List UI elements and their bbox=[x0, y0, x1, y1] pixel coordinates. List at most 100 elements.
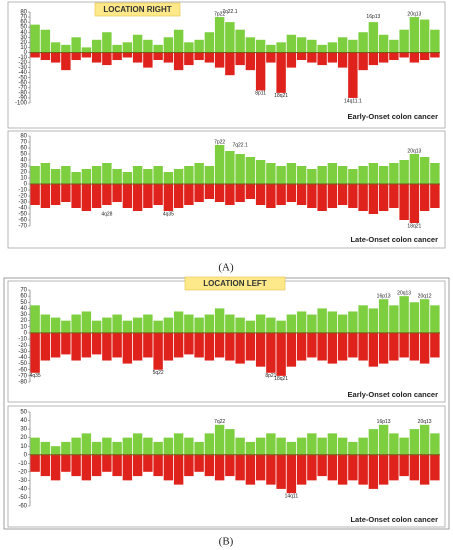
bar bbox=[214, 454, 225, 481]
bar bbox=[61, 332, 71, 355]
bar bbox=[317, 308, 327, 333]
annotation: 7q22 bbox=[214, 419, 225, 425]
bar bbox=[194, 39, 204, 53]
title-box bbox=[94, 2, 181, 17]
bar bbox=[389, 454, 399, 481]
bar bbox=[225, 314, 235, 333]
bar bbox=[204, 433, 215, 455]
bar bbox=[409, 154, 420, 184]
bar bbox=[204, 332, 215, 361]
bar bbox=[276, 332, 286, 376]
bar bbox=[358, 52, 368, 71]
bar bbox=[153, 320, 163, 333]
chart-title: LOCATION LEFT bbox=[203, 279, 267, 288]
bar bbox=[430, 163, 440, 184]
bar bbox=[143, 52, 153, 68]
y-tick-label: 70 bbox=[20, 288, 27, 294]
bar bbox=[317, 166, 327, 184]
bar bbox=[327, 332, 338, 364]
bar bbox=[143, 314, 153, 333]
y-tick-label: 20 bbox=[20, 170, 27, 176]
bar bbox=[225, 52, 235, 76]
bar bbox=[30, 52, 40, 58]
bar bbox=[255, 332, 266, 367]
y-tick-label: 20 bbox=[20, 435, 27, 441]
bar bbox=[266, 163, 276, 184]
bar bbox=[30, 332, 40, 373]
bar bbox=[358, 184, 368, 211]
bar bbox=[317, 184, 327, 211]
figure-label: (A) bbox=[218, 262, 234, 274]
bar bbox=[296, 454, 307, 485]
y-tick-label: 40 bbox=[20, 158, 27, 164]
bar bbox=[245, 320, 256, 333]
bar bbox=[184, 166, 194, 184]
bar bbox=[102, 184, 112, 205]
y-tick-label: 60 bbox=[20, 294, 27, 300]
y-tick-label: -70 bbox=[18, 85, 27, 91]
bar bbox=[307, 454, 317, 481]
bar bbox=[327, 454, 338, 481]
bar bbox=[71, 172, 81, 184]
panel-caption: Late-Onset colon cancer bbox=[350, 235, 438, 244]
bar bbox=[389, 163, 399, 184]
bar bbox=[91, 332, 102, 355]
bar bbox=[255, 454, 266, 481]
bar bbox=[112, 332, 122, 358]
bar bbox=[214, 145, 225, 184]
chart-title: LOCATION RIGHT bbox=[103, 5, 171, 14]
bar bbox=[409, 52, 420, 63]
bar bbox=[235, 154, 245, 184]
bar bbox=[81, 433, 92, 455]
bar bbox=[327, 311, 338, 333]
bar bbox=[358, 32, 368, 53]
bar bbox=[235, 317, 245, 333]
y-tick-label: -50 bbox=[18, 212, 27, 218]
bar bbox=[286, 52, 297, 68]
bar bbox=[337, 52, 348, 68]
bar bbox=[296, 332, 307, 361]
bar bbox=[419, 332, 430, 364]
bar bbox=[102, 163, 112, 184]
bar bbox=[122, 454, 133, 481]
bar bbox=[30, 184, 40, 205]
y-tick-label: 30 bbox=[20, 312, 27, 318]
bar bbox=[378, 299, 389, 333]
bar bbox=[40, 454, 51, 477]
bar bbox=[399, 437, 409, 455]
y-tick-label: -60 bbox=[18, 504, 27, 510]
bar bbox=[81, 332, 92, 358]
bar bbox=[317, 437, 327, 455]
bar bbox=[409, 17, 420, 53]
bar bbox=[307, 169, 317, 184]
bar bbox=[430, 184, 440, 208]
bar bbox=[30, 454, 40, 472]
bar bbox=[266, 433, 276, 455]
bar bbox=[91, 454, 102, 477]
bar bbox=[122, 437, 133, 455]
annotation: 7q22.1 bbox=[222, 9, 238, 15]
y-tick-label: -30 bbox=[18, 200, 27, 206]
bar bbox=[61, 166, 71, 184]
bar bbox=[194, 332, 204, 358]
bar bbox=[50, 52, 61, 63]
bar bbox=[132, 34, 143, 53]
bar bbox=[266, 332, 276, 373]
bar bbox=[40, 441, 51, 455]
bar bbox=[214, 424, 225, 455]
bar bbox=[378, 454, 389, 485]
bar bbox=[419, 299, 430, 333]
bar bbox=[337, 184, 348, 205]
bar bbox=[245, 441, 256, 455]
y-tick-label: -20 bbox=[18, 343, 27, 349]
bar bbox=[378, 52, 389, 63]
bar bbox=[419, 184, 430, 211]
bar bbox=[163, 437, 174, 455]
y-tick-label: -40 bbox=[18, 486, 27, 492]
bar bbox=[102, 52, 112, 66]
bar bbox=[307, 52, 317, 63]
bar bbox=[61, 184, 71, 202]
bar bbox=[132, 184, 143, 211]
y-tick-label: 0 bbox=[24, 182, 28, 188]
